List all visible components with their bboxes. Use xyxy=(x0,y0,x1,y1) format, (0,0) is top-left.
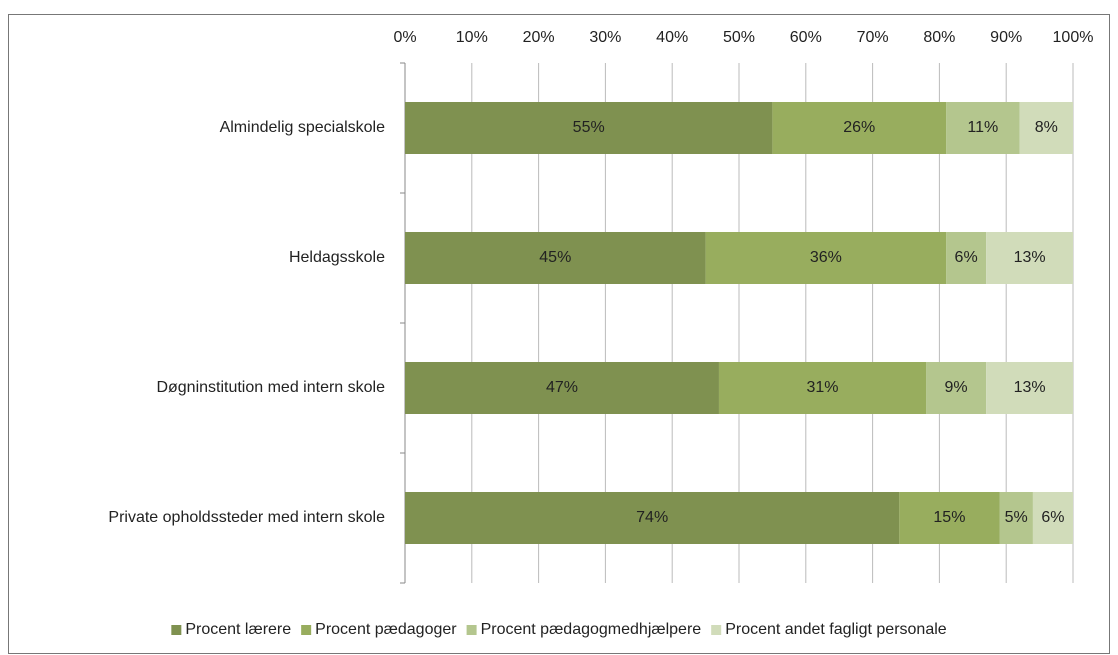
legend-label: Procent pædagogmedhjælpere xyxy=(481,621,702,638)
data-label: 6% xyxy=(955,249,978,266)
x-tick-label: 50% xyxy=(723,29,755,46)
data-label: 26% xyxy=(843,119,875,136)
bar-segment xyxy=(946,232,987,284)
bar-segment xyxy=(899,492,1000,544)
bar-segment xyxy=(405,102,773,154)
data-label: 6% xyxy=(1041,509,1064,526)
x-tick-label: 40% xyxy=(656,29,688,46)
bar-segment xyxy=(405,362,719,414)
x-tick-label: 100% xyxy=(1053,29,1094,46)
data-label: 36% xyxy=(810,249,842,266)
x-tick-label: 70% xyxy=(857,29,889,46)
x-tick-label: 30% xyxy=(589,29,621,46)
data-label: 47% xyxy=(546,379,578,396)
data-label: 15% xyxy=(933,509,965,526)
legend-swatch xyxy=(171,625,182,635)
bar-segment xyxy=(1019,102,1073,154)
legend-swatch xyxy=(466,625,477,635)
data-label: 13% xyxy=(1014,379,1046,396)
y-tick-label: Almindelig specialskole xyxy=(220,119,386,136)
x-tick-label: 10% xyxy=(456,29,488,46)
data-label: 45% xyxy=(539,249,571,266)
x-tick-label: 80% xyxy=(923,29,955,46)
bar-segment xyxy=(926,362,987,414)
data-label: 5% xyxy=(1005,509,1028,526)
bar-segment xyxy=(772,102,947,154)
bar-segment xyxy=(1032,492,1073,544)
bar-segment xyxy=(718,362,927,414)
x-tick-label: 0% xyxy=(393,29,416,46)
x-tick-label: 60% xyxy=(790,29,822,46)
data-label: 31% xyxy=(806,379,838,396)
legend-swatch xyxy=(711,625,722,635)
data-label: 55% xyxy=(573,119,605,136)
bar-segment xyxy=(999,492,1033,544)
data-label: 74% xyxy=(636,509,668,526)
data-label: 9% xyxy=(945,379,968,396)
y-tick-label: Heldagsskole xyxy=(289,249,385,266)
x-tick-label: 90% xyxy=(990,29,1022,46)
data-label: 8% xyxy=(1035,119,1058,136)
bar-segment xyxy=(986,232,1073,284)
data-label: 11% xyxy=(967,119,998,136)
legend-swatch xyxy=(301,625,312,635)
bar-segment xyxy=(705,232,947,284)
data-label: 13% xyxy=(1014,249,1046,266)
bar-segment xyxy=(946,102,1020,154)
legend-label: Procent lærere xyxy=(185,621,291,638)
bar-segment xyxy=(405,492,900,544)
legend-label: Procent pædagoger xyxy=(315,621,457,638)
y-tick-label: Private opholdssteder med intern skole xyxy=(108,509,385,526)
legend-label: Procent andet fagligt personale xyxy=(725,621,947,638)
x-tick-label: 20% xyxy=(523,29,555,46)
bar-segment xyxy=(986,362,1073,414)
bar-segment xyxy=(405,232,706,284)
y-tick-label: Døgninstitution med intern skole xyxy=(156,379,385,396)
